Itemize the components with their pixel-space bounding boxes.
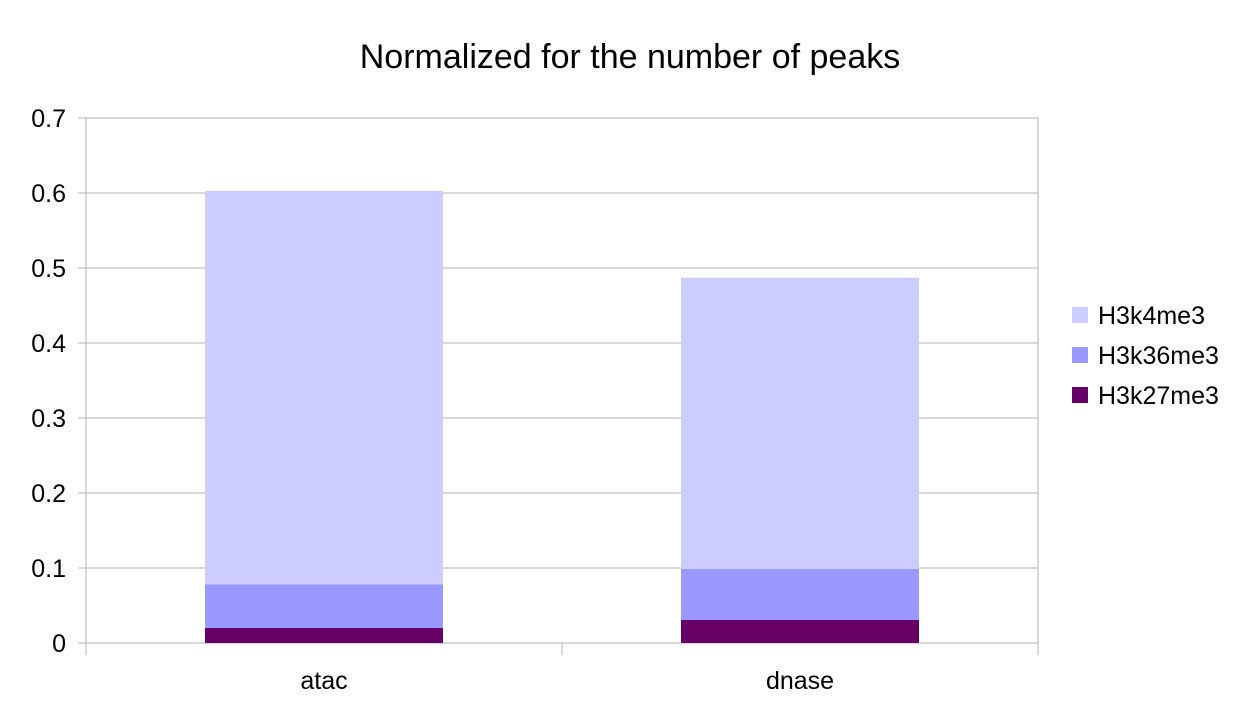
bar-H3k36me3-dnase	[681, 568, 919, 620]
legend-label-H3k27me3: H3k27me3	[1098, 382, 1219, 410]
y-tick-label: 0.5	[31, 255, 66, 283]
x-tick-label: atac	[300, 667, 347, 695]
legend-label-H3k36me3: H3k36me3	[1098, 342, 1219, 370]
legend-swatch-H3k36me3	[1072, 347, 1088, 363]
bar-H3k27me3-atac	[205, 628, 443, 643]
legend: H3k4me3 H3k36me3 H3k27me3	[1072, 302, 1219, 410]
y-tick-label: 0.6	[31, 180, 66, 208]
y-tick-label: 0.7	[31, 105, 66, 133]
y-tick-label: 0.3	[31, 405, 66, 433]
chart-title: Normalized for the number of peaks	[360, 38, 900, 76]
legend-swatch-H3k4me3	[1072, 307, 1088, 323]
legend-label-H3k4me3: H3k4me3	[1098, 302, 1205, 330]
bars	[205, 190, 919, 643]
x-axis-ticks: atac dnase	[300, 643, 834, 695]
y-tick-label: 0.2	[31, 480, 66, 508]
bar-H3k36me3-atac	[205, 584, 443, 628]
x-tick-label: dnase	[766, 667, 834, 695]
bar-H3k4me3-atac	[205, 190, 443, 585]
axes	[85, 118, 1039, 655]
y-axis-ticks: 0 0.1 0.2 0.3 0.4 0.5 0.6 0.7	[31, 105, 86, 658]
y-tick-label: 0.1	[31, 555, 66, 583]
bar-H3k4me3-dnase	[681, 277, 919, 569]
legend-swatch-H3k27me3	[1072, 387, 1088, 403]
bar-H3k27me3-dnase	[681, 619, 919, 643]
y-tick-label: 0.4	[31, 330, 66, 358]
y-tick-label: 0	[52, 630, 66, 658]
